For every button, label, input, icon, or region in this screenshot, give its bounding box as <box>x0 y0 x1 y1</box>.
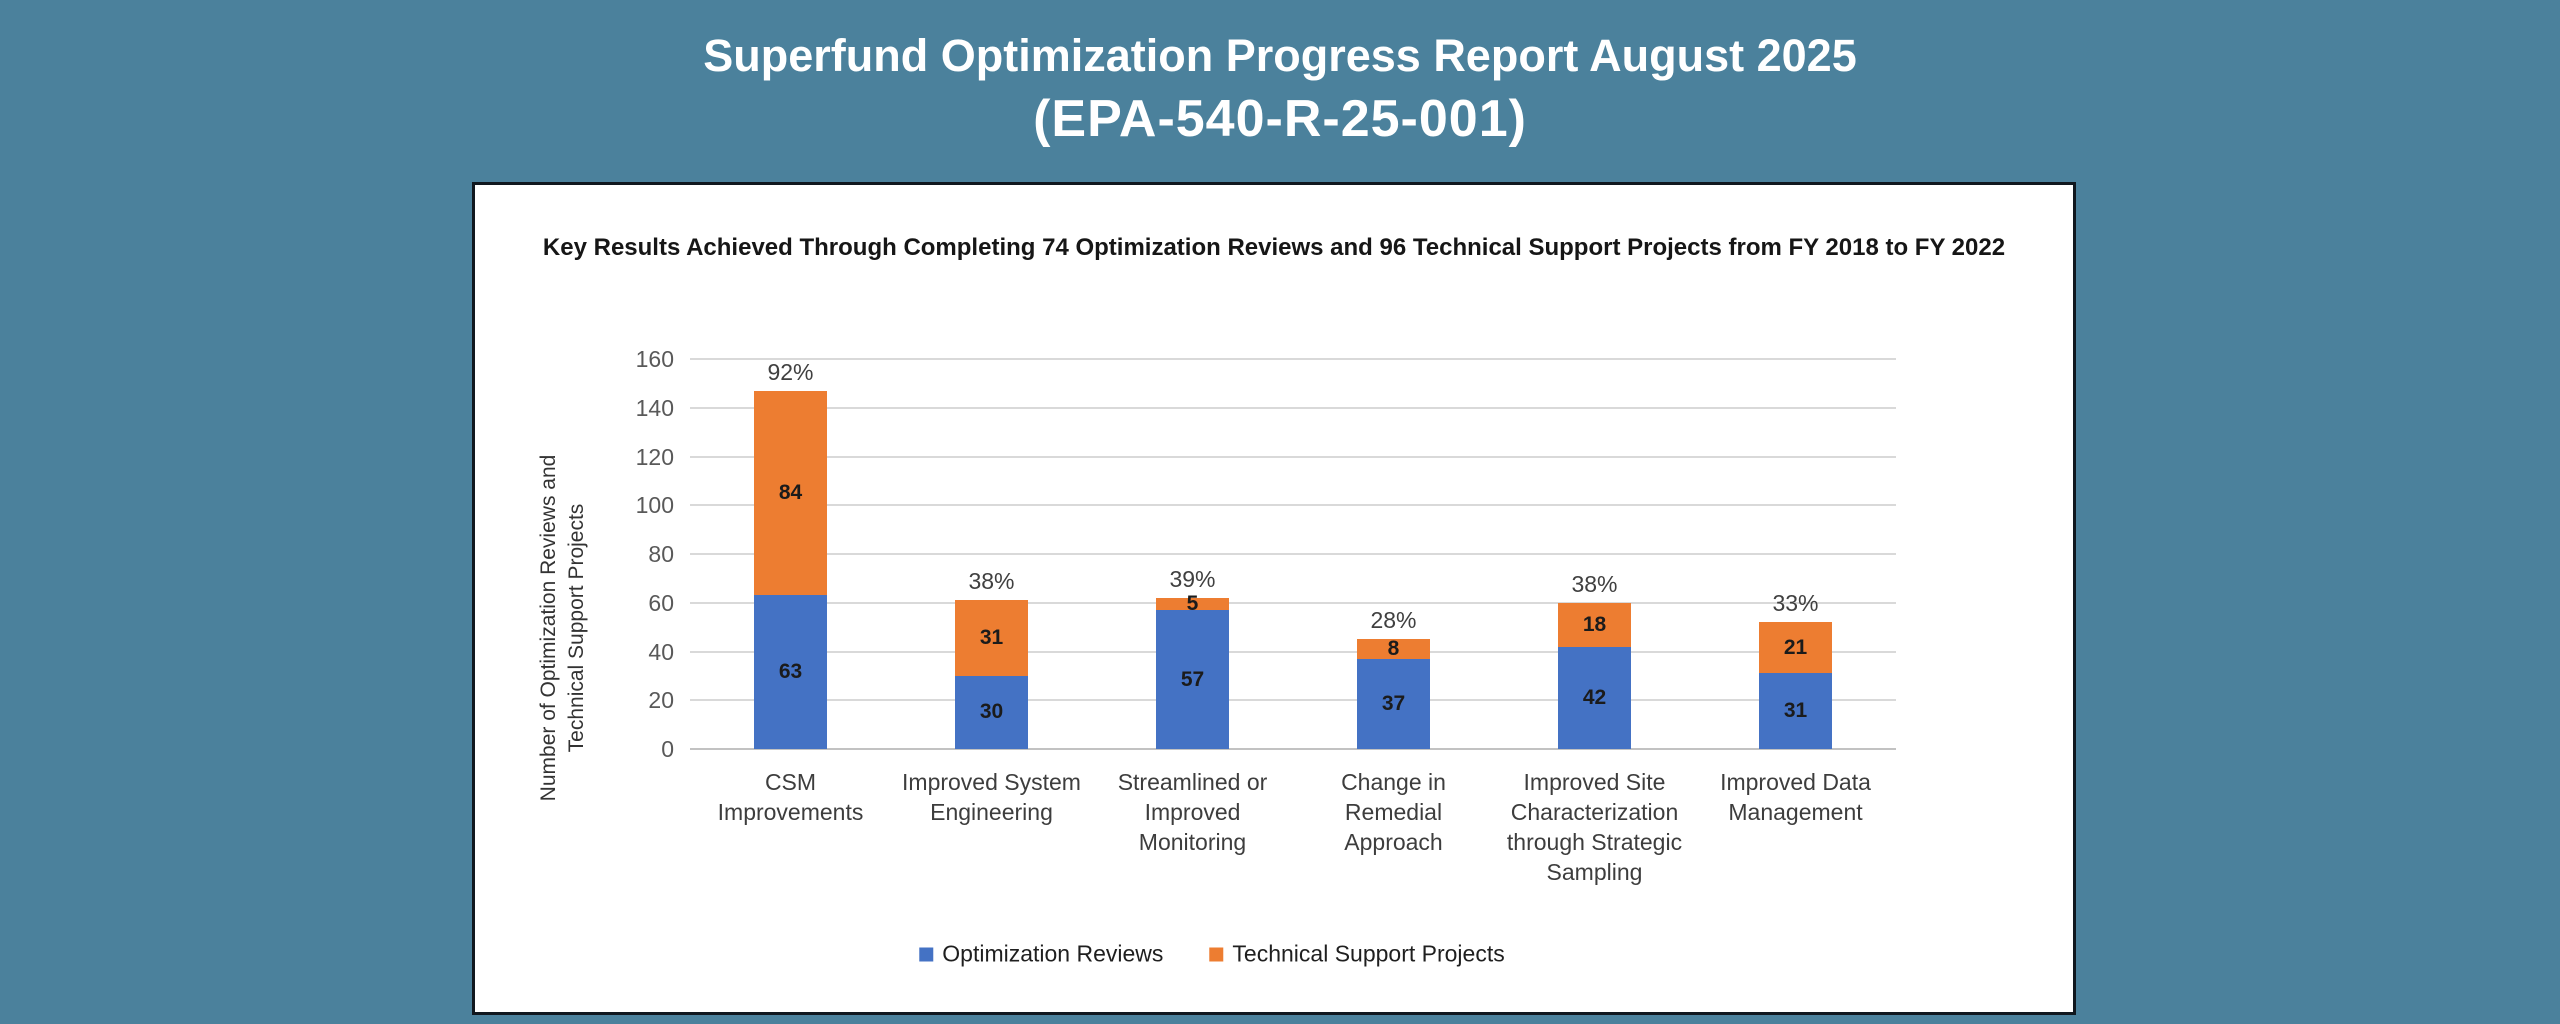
bar-segment-label: 37 <box>1381 691 1406 715</box>
chart-title: Key Results Achieved Through Completing … <box>542 234 2006 261</box>
bar-segment-label: 30 <box>979 700 1004 724</box>
bar-segment <box>1357 658 1430 749</box>
y-tick-label: 100 <box>635 492 674 519</box>
bar-segment-label: 57 <box>1180 667 1205 691</box>
legend-item: Technical Support Projects <box>1209 940 1505 968</box>
bar-segment <box>1759 673 1832 749</box>
bar-segment-label: 8 <box>1387 637 1400 661</box>
bar-segment-label: 18 <box>1582 612 1607 636</box>
bar-segment-label: 21 <box>1783 635 1808 659</box>
bar-segment <box>1558 602 1631 647</box>
gridline <box>690 406 1896 409</box>
percent-label: 38% <box>968 568 1015 595</box>
bar-segment <box>1156 610 1229 749</box>
chart-panel: Key Results Achieved Through Completing … <box>472 182 2076 1015</box>
gridline <box>690 358 1896 360</box>
gridline <box>690 650 1896 653</box>
gridline <box>690 748 1896 750</box>
y-tick-label: 60 <box>648 589 674 616</box>
legend: Optimization Reviews Technical Support Pr… <box>919 940 1505 968</box>
y-tick-label: 120 <box>635 443 674 470</box>
gridline <box>690 504 1896 507</box>
bar-segment <box>955 600 1028 676</box>
report-title-line1: Superfund Optimization Progress Report A… <box>703 30 1857 81</box>
percent-label: 92% <box>767 358 814 385</box>
bar-segment <box>754 595 827 749</box>
bar-segment-label: 84 <box>778 481 803 505</box>
legend-label: Optimization Reviews <box>942 940 1164 967</box>
bar-segment-label: 63 <box>778 660 803 684</box>
y-tick-label: 140 <box>635 394 674 421</box>
bar-segment-label: 42 <box>1582 685 1607 709</box>
y-axis-title: Number of Optimization Reviews and Techn… <box>537 454 588 802</box>
gridline <box>690 601 1896 604</box>
y-tick-label: 80 <box>648 541 674 567</box>
percent-label: 28% <box>1370 607 1417 634</box>
bar-segment <box>1357 639 1430 659</box>
y-tick-label: 40 <box>648 638 674 665</box>
legend-item: Optimization Reviews <box>919 941 1163 968</box>
bar-segment <box>1156 597 1229 611</box>
y-tick-label: 0 <box>661 736 674 762</box>
legend-label: Technical Support Projects <box>1232 940 1505 967</box>
bar-segment-label: 31 <box>1783 699 1808 723</box>
category-label: Improved Site Characterization through S… <box>1506 769 1683 885</box>
bar-segment-label: 5 <box>1186 591 1199 615</box>
percent-label: 39% <box>1169 565 1216 592</box>
bar-segment <box>1558 646 1631 749</box>
category-label: Change in Remedial Approach <box>1341 769 1446 855</box>
bar-segment <box>955 675 1028 749</box>
category-label: Improved Data Management <box>1720 769 1871 825</box>
percent-label: 38% <box>1571 570 1618 597</box>
plot-area: 0 20 40 60 80 100 120 140 160 63 84 92% CSM Improvem… <box>636 346 1896 885</box>
report-title-line2: (EPA-540-R-25-001) <box>1033 90 1527 148</box>
bar-segment-label: 31 <box>979 626 1004 650</box>
category-label: Streamlined or Improved Monitoring <box>1117 769 1268 855</box>
y-tick-label: 160 <box>635 346 674 372</box>
bar-segment <box>1759 622 1832 674</box>
gridline <box>690 699 1896 702</box>
legend-swatch <box>919 947 934 961</box>
category-label: CSM Improvements <box>717 769 864 825</box>
percent-label: 33% <box>1772 590 1819 617</box>
gridline <box>690 455 1896 458</box>
y-tick-label: 20 <box>648 687 674 714</box>
category-label: Improved System Engineering <box>902 769 1081 825</box>
legend-swatch <box>1209 947 1224 961</box>
bar-segment <box>754 390 827 596</box>
gridline <box>690 553 1896 555</box>
